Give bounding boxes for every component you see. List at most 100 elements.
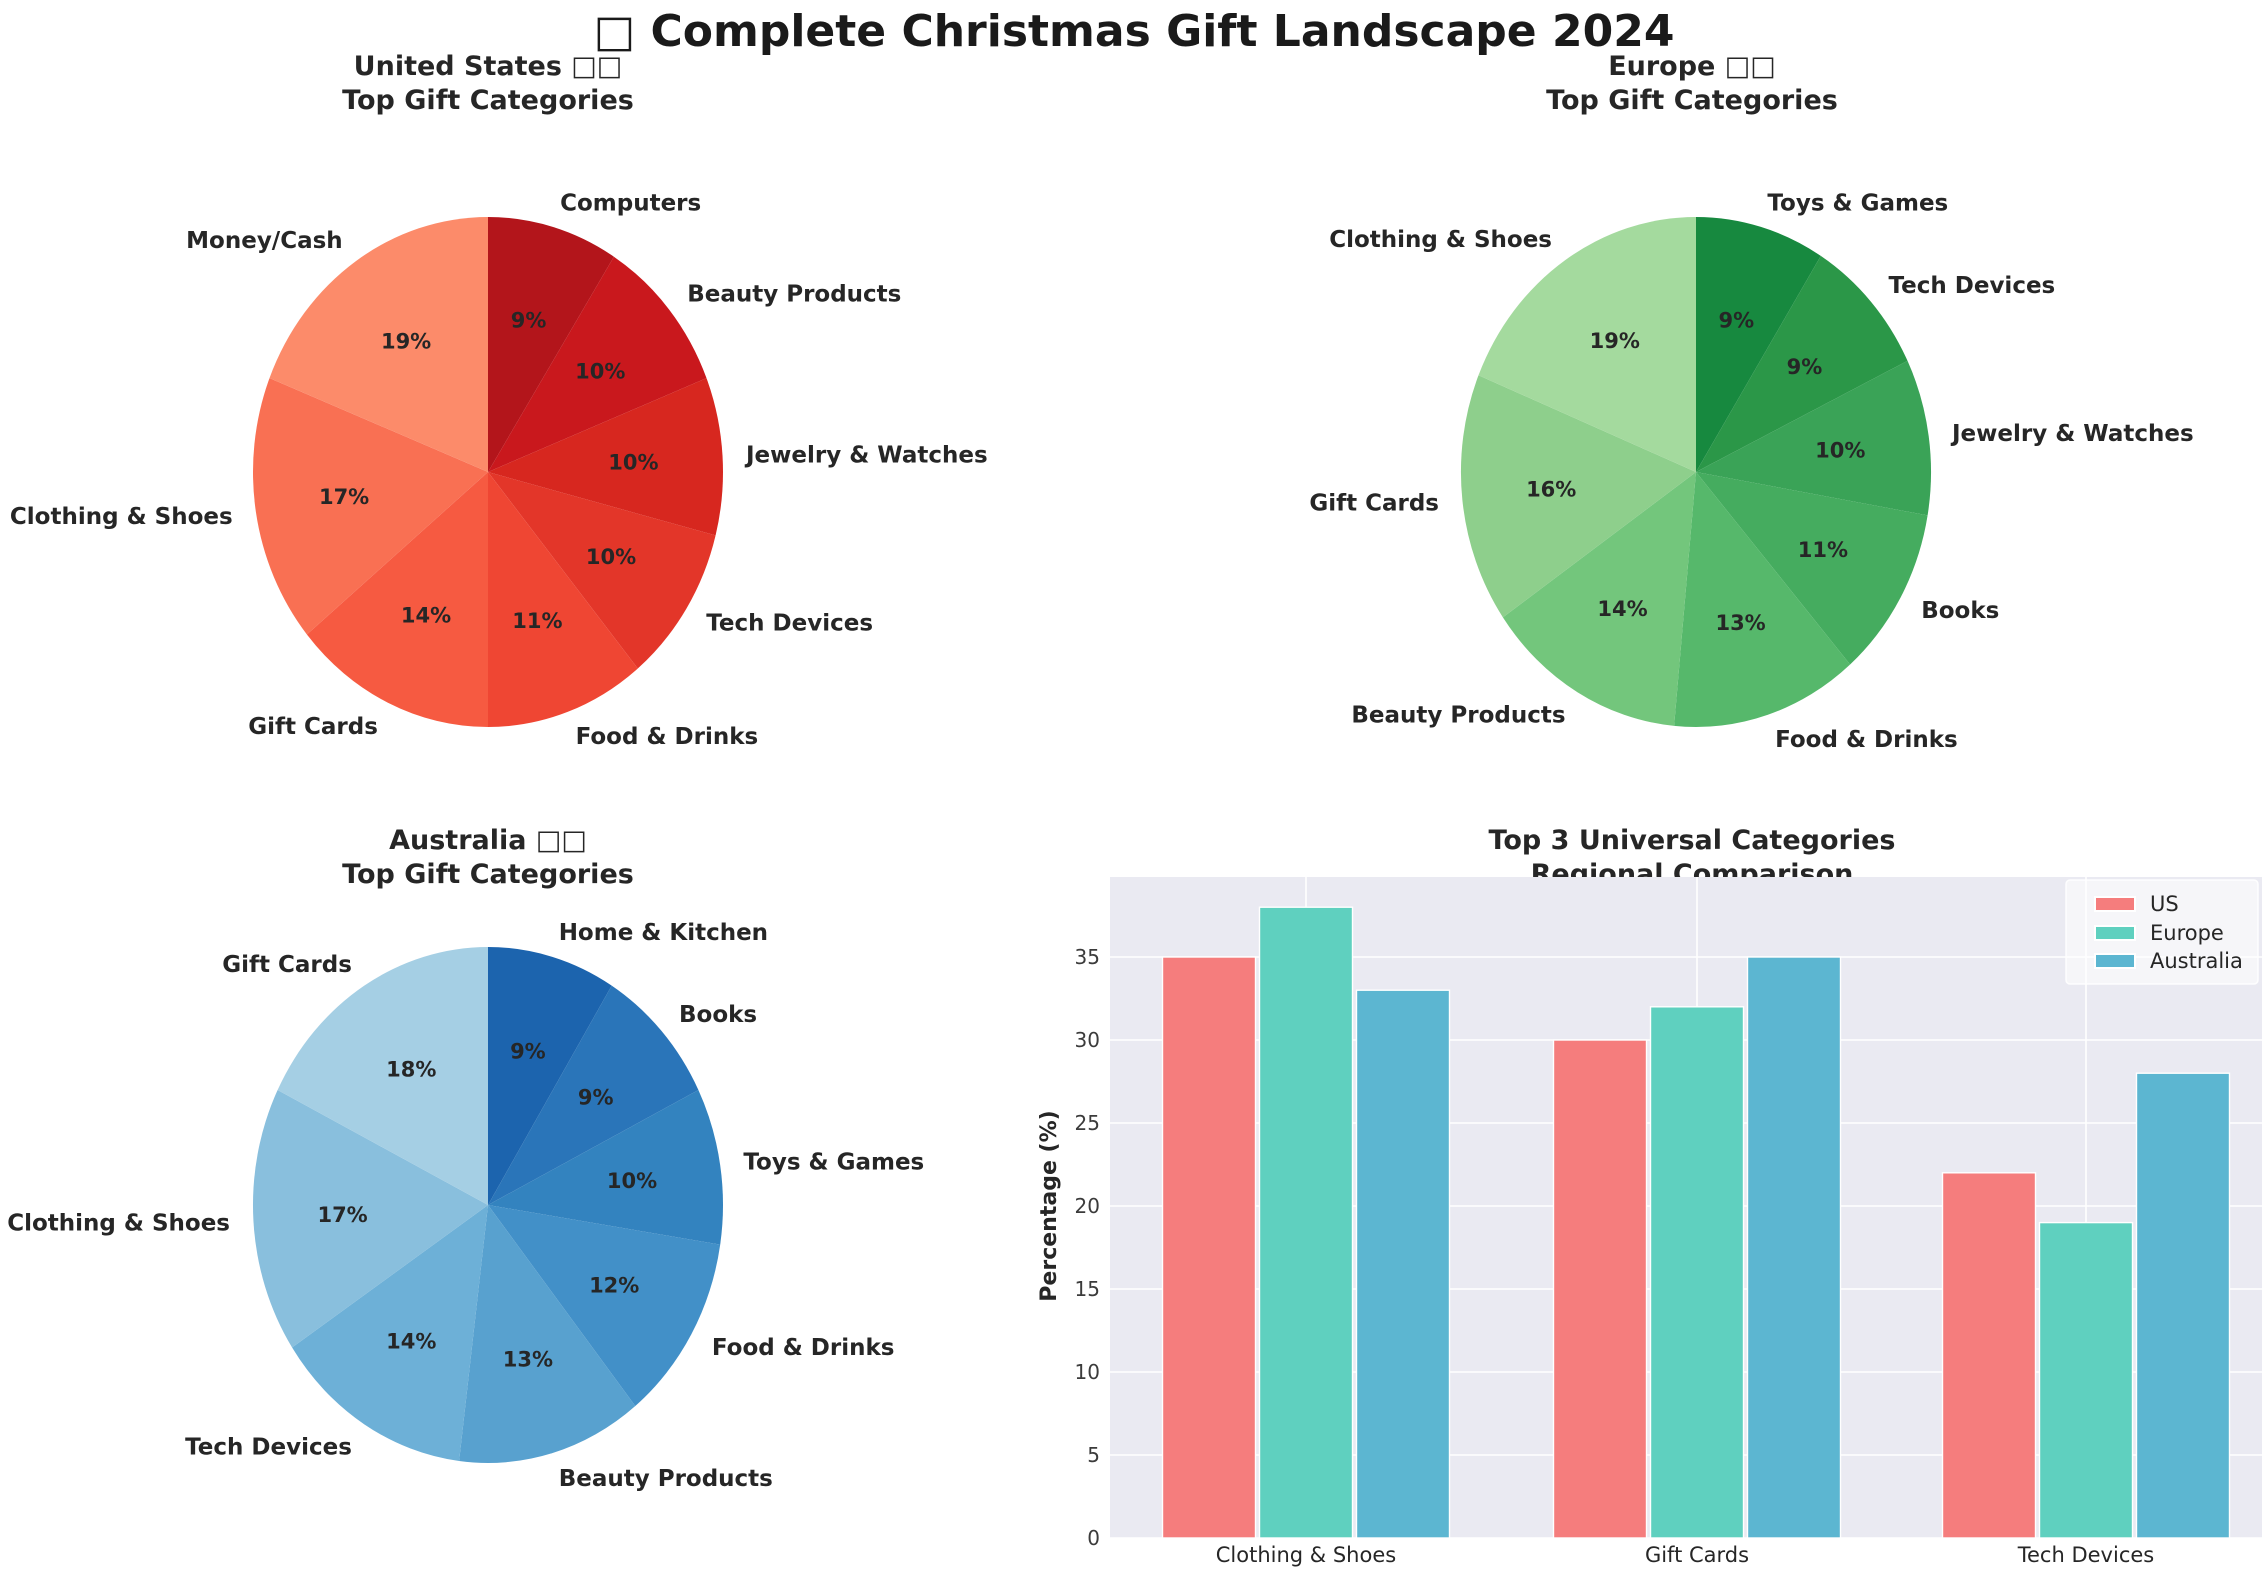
us-percent-label: 10% — [586, 545, 636, 569]
bar-us-0 — [1161, 956, 1257, 1539]
europe-category-label: Jewelry & Watches — [1950, 421, 2194, 447]
europe-category-label: Food & Drinks — [1775, 727, 1958, 753]
europe-percent-label: 9% — [1718, 308, 1754, 332]
y-tick-label: 30 — [1075, 1028, 1100, 1052]
us-slice-7 — [269, 217, 488, 472]
australia-category-label: Home & Kitchen — [559, 920, 768, 946]
legend-label-us: US — [2150, 892, 2179, 916]
y-axis-label: Percentage (%) — [1037, 1110, 1062, 1301]
y-tick-label: 5 — [1087, 1443, 1100, 1467]
bar-us-2 — [1941, 1172, 2037, 1539]
europe-pie-title-line2: Top Gift Categories — [1546, 85, 1838, 116]
us-category-label: Beauty Products — [687, 281, 901, 307]
legend-label-australia: Australia — [2150, 949, 2243, 973]
europe-category-label: Gift Cards — [1309, 491, 1439, 517]
us-percent-label: 17% — [319, 485, 369, 509]
y-tick-label: 10 — [1075, 1360, 1100, 1384]
australia-percent-label: 12% — [589, 1273, 639, 1297]
australia-slice-1 — [488, 985, 699, 1205]
australia-pie-title-line1: Australia □□ — [389, 825, 587, 856]
y-tick-label: 0 — [1087, 1526, 1100, 1550]
us-percent-label: 9% — [511, 309, 547, 333]
australia-category-label: Toys & Games — [743, 1150, 924, 1176]
europe-slice-0 — [1696, 217, 1821, 472]
main-title: □ Complete Christmas Gift Landscape 2024 — [593, 6, 1675, 57]
bar-legend: US Europe Australia — [2065, 879, 2259, 985]
europe-slice-1 — [1696, 255, 1908, 472]
regional-bar-chart: 0 5 10 15 20 25 30 35 Clothing & Shoes Gift Cards… — [1037, 877, 2262, 1567]
europe-category-label: Clothing & Shoes — [1329, 227, 1552, 253]
bar-us-1 — [1552, 1039, 1648, 1539]
europe-pie-title-line1: Europe □□ — [1608, 51, 1776, 82]
us-category-label: Gift Cards — [248, 714, 378, 740]
legend-swatch-australia — [2094, 953, 2136, 969]
australia-pie-title-line2: Top Gift Categories — [342, 859, 634, 890]
us-category-label: Tech Devices — [706, 610, 873, 636]
us-category-label: Computers — [560, 191, 701, 217]
bar-australia-2 — [2135, 1072, 2231, 1539]
europe-category-label: Toys & Games — [1767, 190, 1948, 216]
australia-category-label: Clothing & Shoes — [7, 1211, 230, 1237]
europe-category-label: Books — [1921, 598, 1999, 624]
australia-percent-label: 9% — [510, 1039, 546, 1063]
y-tick-label: 35 — [1075, 945, 1100, 969]
us-slice-0 — [488, 217, 614, 472]
europe-slice-3 — [1696, 472, 1928, 665]
us-pie-title-line2: Top Gift Categories — [342, 85, 634, 116]
europe-percent-label: 19% — [1590, 329, 1640, 353]
us-percent-label: 10% — [575, 360, 625, 384]
europe-slice-5 — [1502, 472, 1696, 726]
australia-category-label: Food & Drinks — [712, 1335, 895, 1361]
us-percent-label: 10% — [608, 450, 658, 474]
australia-category-label: Gift Cards — [222, 952, 352, 978]
australia-slice-4 — [459, 1205, 636, 1463]
us-pie-title: United States □□ Top Gift Categories — [342, 50, 634, 118]
europe-pie: 9% Toys & Games 9% Tech Devices 10% Jewelry &… — [1309, 190, 2193, 753]
europe-percent-label: 9% — [1787, 355, 1823, 379]
australia-percent-label: 9% — [578, 1086, 614, 1110]
legend-swatch-europe — [2094, 925, 2136, 941]
australia-percent-label: 17% — [317, 1203, 367, 1227]
us-slice-5 — [306, 472, 488, 727]
australia-pie-title: Australia □□ Top Gift Categories — [342, 824, 634, 892]
us-category-label: Food & Drinks — [576, 724, 759, 750]
australia-pie: 9% Home & Kitchen 9% Books 10% Toys & Games 12… — [7, 920, 924, 1492]
us-pie: 9% Computers 10% Beauty Products 10% Jewelry … — [10, 191, 988, 750]
europe-category-label: Tech Devices — [1889, 273, 2056, 299]
europe-slice-4 — [1674, 472, 1851, 728]
us-pie-title-line1: United States □□ — [353, 51, 623, 82]
us-slice-3 — [488, 472, 716, 669]
australia-slice-5 — [292, 1205, 488, 1461]
bar-europe-2 — [2038, 1221, 2134, 1539]
y-tick-label: 25 — [1075, 1111, 1100, 1135]
australia-category-label: Tech Devices — [185, 1434, 352, 1460]
australia-category-label: Beauty Products — [559, 1466, 773, 1492]
bar-europe-1 — [1649, 1006, 1745, 1539]
australia-slice-7 — [277, 947, 488, 1205]
australia-slice-3 — [488, 1205, 721, 1406]
australia-percent-label: 18% — [386, 1057, 436, 1081]
x-category-label: Clothing & Shoes — [1216, 1543, 1396, 1567]
australia-percent-label: 10% — [607, 1169, 657, 1193]
us-slice-4 — [488, 472, 638, 727]
us-slice-1 — [488, 256, 707, 472]
europe-slice-6 — [1460, 375, 1696, 618]
us-percent-label: 14% — [401, 603, 451, 627]
bar-australia-0 — [1355, 989, 1451, 1539]
us-percent-label: 19% — [381, 330, 431, 354]
us-percent-label: 11% — [512, 609, 562, 633]
europe-pie-title: Europe □□ Top Gift Categories — [1546, 50, 1838, 118]
us-slice-6 — [252, 378, 488, 635]
us-slice-2 — [488, 378, 723, 536]
europe-percent-label: 14% — [1597, 597, 1647, 621]
australia-slice-2 — [488, 1090, 723, 1245]
europe-category-label: Beauty Products — [1351, 702, 1565, 728]
y-tick-label: 15 — [1075, 1277, 1100, 1301]
australia-percent-label: 14% — [386, 1329, 436, 1353]
europe-percent-label: 16% — [1526, 478, 1576, 502]
x-category-label: Tech Devices — [2017, 1543, 2154, 1567]
legend-swatch-us — [2094, 896, 2136, 912]
bar-europe-0 — [1258, 906, 1354, 1539]
australia-category-label: Books — [679, 1002, 757, 1028]
